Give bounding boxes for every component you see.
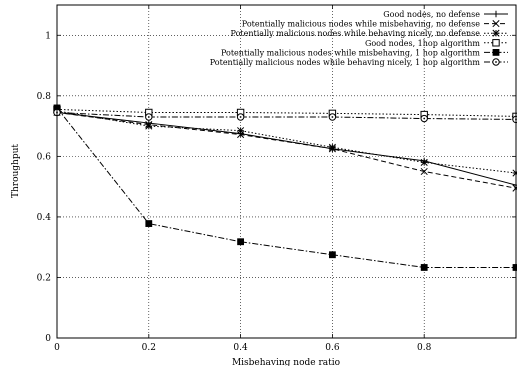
y-tick-label: 0.8 <box>37 92 52 102</box>
legend-swatch-marker <box>492 39 500 47</box>
plot-frame <box>56 4 517 339</box>
legend-swatch-marker <box>492 10 500 18</box>
y-tick-label: 0 <box>45 334 51 344</box>
y-tick-label: 1 <box>45 31 51 41</box>
data-point-series-3 <box>145 122 153 130</box>
data-point-series-3 <box>237 127 245 135</box>
data-point-series-6 <box>236 113 245 121</box>
y-tick-label: 0.4 <box>37 213 52 223</box>
data-point-series-6 <box>420 114 428 123</box>
legend-entry-4: Good nodes, 1hop algorithm <box>365 39 508 48</box>
data-point-series-3 <box>420 158 428 166</box>
legend-label: Good nodes, 1hop algorithm <box>365 39 480 48</box>
y-tick-label: 0.6 <box>37 152 52 162</box>
series-line-6 <box>56 111 517 120</box>
series-line-5 <box>56 107 516 268</box>
legend-entry-5: Potentially malicious nodes while misbeh… <box>221 48 508 57</box>
legend-label: Potentially malicious nodes while behavi… <box>210 58 481 67</box>
legend-swatch-marker <box>492 49 500 56</box>
data-point-series-2 <box>420 167 428 176</box>
data-point-series-6 <box>145 113 153 121</box>
y-axis-label: Throughput <box>11 144 21 198</box>
series-line-2 <box>56 111 517 189</box>
data-point-series-5 <box>145 220 153 227</box>
series-line-3 <box>56 110 517 174</box>
tick-layer: 0 0.2 0.4 0.6 0.8 1 0 0.2 0.4 0.6 0.8 <box>37 5 516 353</box>
x-tick-label: 0.6 <box>325 343 340 353</box>
legend-label: Potentially malicious nodes while misbeh… <box>242 20 480 29</box>
x-tick-label: 0.2 <box>142 343 156 353</box>
legend-swatch-marker <box>492 29 500 37</box>
x-tick-label: 0 <box>54 343 60 353</box>
legend-swatch-marker <box>492 58 500 66</box>
x-tick-label: 0.4 <box>233 343 248 353</box>
data-point-series-3 <box>328 143 336 151</box>
legend-entry-6: Potentially malicious nodes while behavi… <box>210 58 508 67</box>
legend-entry-1: Good nodes, no defense <box>383 10 508 19</box>
x-axis-label: Misbehaving node ratio <box>232 358 340 366</box>
data-point-series-5 <box>329 251 336 259</box>
legend-label: Good nodes, no defense <box>383 10 480 19</box>
series-line-4 <box>56 108 517 117</box>
legend-label: Potentially malicious nodes while misbeh… <box>221 48 480 57</box>
series-layer <box>53 104 517 271</box>
legend-swatch-marker <box>492 20 500 28</box>
data-point-series-5 <box>237 238 244 246</box>
legend-label: Potentially malicious nodes while behavi… <box>231 29 481 38</box>
data-point-series-6 <box>328 113 337 121</box>
series-line-1 <box>56 111 517 186</box>
x-tick-label: 0.8 <box>417 343 432 353</box>
data-point-series-5 <box>420 264 428 271</box>
y-tick-label: 0.2 <box>37 273 51 283</box>
legend-entry-2: Potentially malicious nodes while misbeh… <box>242 20 508 29</box>
legend-entry-3: Potentially malicious nodes while behavi… <box>231 29 508 38</box>
